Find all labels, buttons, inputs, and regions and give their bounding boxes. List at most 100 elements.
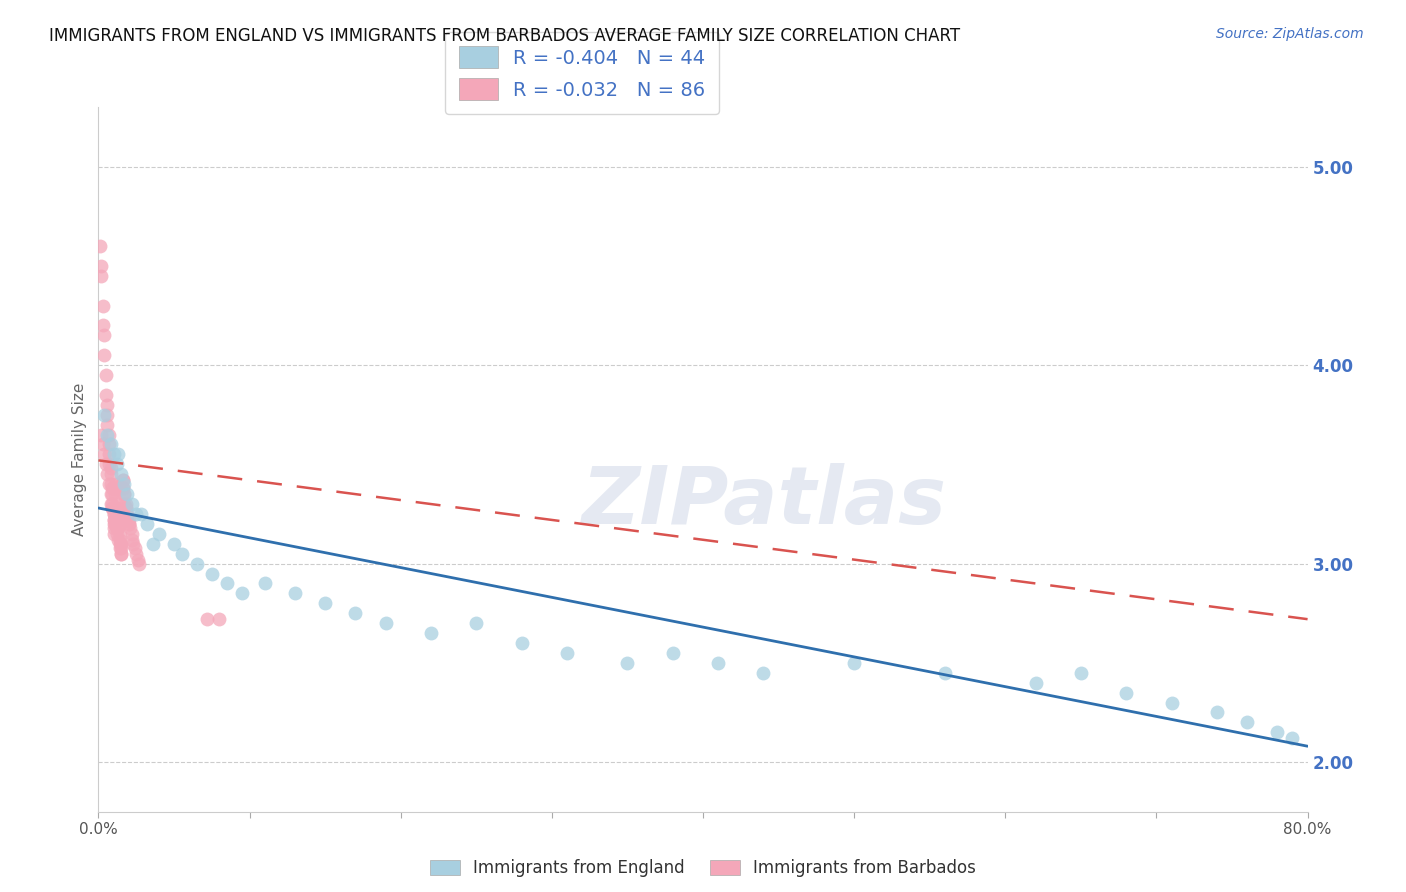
Point <box>115 487 138 501</box>
Point <box>1281 731 1303 746</box>
Point <box>112 477 135 491</box>
Point <box>103 516 125 531</box>
Point <box>121 533 143 547</box>
Point <box>94 368 117 382</box>
Point <box>118 513 141 527</box>
Point <box>108 537 131 551</box>
Point <box>121 526 143 541</box>
Point <box>105 526 128 541</box>
Point <box>107 521 129 535</box>
Point <box>111 473 134 487</box>
Point <box>120 521 142 535</box>
Point <box>135 516 157 531</box>
Text: IMMIGRANTS FROM ENGLAND VS IMMIGRANTS FROM BARBADOS AVERAGE FAMILY SIZE CORRELAT: IMMIGRANTS FROM ENGLAND VS IMMIGRANTS FR… <box>49 27 960 45</box>
Point <box>108 533 131 547</box>
Point <box>96 408 118 422</box>
Point <box>90 427 112 442</box>
Point <box>1267 725 1289 739</box>
Point <box>90 259 112 273</box>
Point <box>125 507 148 521</box>
Point <box>110 547 132 561</box>
Text: ZIPatlas: ZIPatlas <box>581 463 946 541</box>
Point <box>103 513 125 527</box>
Point <box>118 516 141 531</box>
Point <box>103 447 125 461</box>
Point <box>108 541 131 555</box>
Point <box>91 318 114 333</box>
Point <box>114 497 136 511</box>
Point <box>163 537 186 551</box>
Point <box>186 557 208 571</box>
Point <box>1024 675 1046 690</box>
Point <box>96 417 118 432</box>
Point <box>114 501 136 516</box>
Point <box>195 612 218 626</box>
Point <box>112 487 135 501</box>
Point <box>148 526 170 541</box>
Point <box>284 586 307 600</box>
Point <box>1115 685 1137 699</box>
Point <box>94 458 117 472</box>
Point <box>104 487 127 501</box>
Point <box>934 665 956 680</box>
Point <box>100 497 122 511</box>
Point <box>374 616 396 631</box>
Point <box>103 507 125 521</box>
Point <box>96 427 118 442</box>
Legend: R = -0.404   N = 44, R = -0.032   N = 86: R = -0.404 N = 44, R = -0.032 N = 86 <box>446 32 718 114</box>
Point <box>105 507 128 521</box>
Point <box>110 537 132 551</box>
Point <box>90 268 112 283</box>
Point <box>115 513 138 527</box>
Point <box>96 467 118 482</box>
Point <box>108 526 131 541</box>
Point <box>555 646 578 660</box>
Point <box>105 458 128 472</box>
Point <box>125 547 148 561</box>
Point <box>111 481 134 495</box>
Point <box>100 467 122 482</box>
Point <box>111 473 134 487</box>
Point <box>100 461 122 475</box>
Y-axis label: Average Family Size: Average Family Size <box>72 383 87 536</box>
Point <box>101 497 124 511</box>
Point <box>89 239 111 253</box>
Point <box>104 477 127 491</box>
Point <box>110 547 132 561</box>
Point <box>420 626 443 640</box>
Point <box>107 447 129 461</box>
Point <box>124 541 146 555</box>
Point <box>98 447 121 461</box>
Point <box>98 437 121 451</box>
Point <box>510 636 533 650</box>
Text: Source: ZipAtlas.com: Source: ZipAtlas.com <box>1216 27 1364 41</box>
Point <box>104 516 127 531</box>
Point <box>91 437 114 451</box>
Point <box>344 606 367 620</box>
Point <box>465 616 488 631</box>
Point <box>616 656 638 670</box>
Legend: Immigrants from England, Immigrants from Barbados: Immigrants from England, Immigrants from… <box>423 853 983 884</box>
Point <box>208 612 231 626</box>
Point <box>844 656 866 670</box>
Point <box>170 547 193 561</box>
Point <box>129 507 152 521</box>
Point <box>114 501 136 516</box>
Point <box>115 507 138 521</box>
Point <box>118 516 141 531</box>
Point <box>752 665 775 680</box>
Point <box>93 348 115 362</box>
Point <box>661 646 683 660</box>
Point <box>103 521 125 535</box>
Point <box>98 458 121 472</box>
Point <box>93 447 115 461</box>
Point <box>112 487 135 501</box>
Point <box>100 487 122 501</box>
Point <box>93 328 115 343</box>
Point <box>107 533 129 547</box>
Point <box>121 497 143 511</box>
Point <box>100 477 122 491</box>
Point <box>142 537 165 551</box>
Point <box>231 586 253 600</box>
Point <box>105 497 128 511</box>
